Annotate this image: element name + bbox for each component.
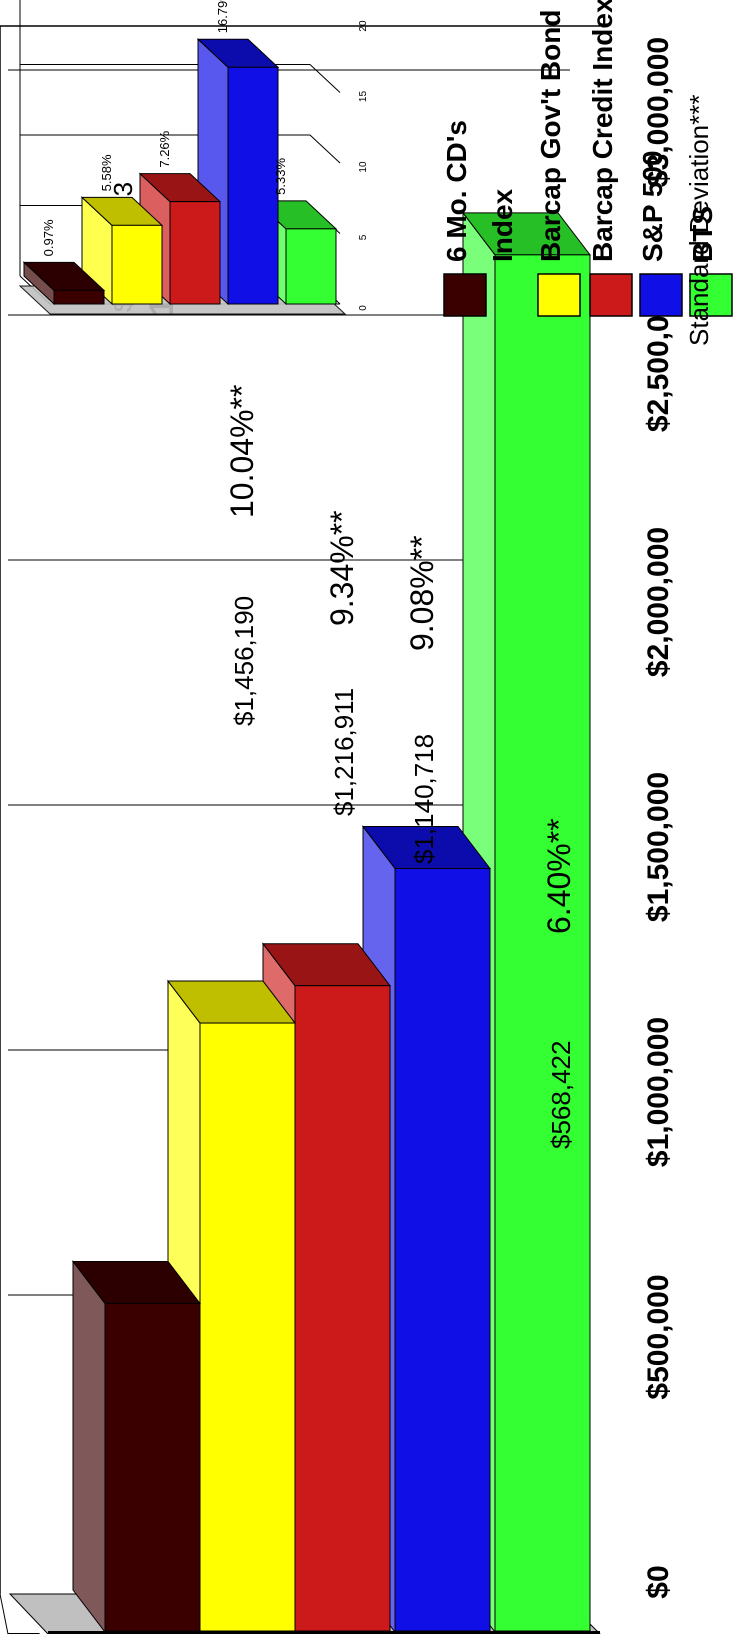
- std-dev-tick-label: 20: [358, 20, 369, 32]
- legend-item: S&P 500: [637, 150, 683, 317]
- std-dev-tick-label: 5: [358, 234, 369, 240]
- legend-item: Barcap Gov't Bond Index: [487, 10, 581, 317]
- std-dev-value-labels: 5.33% 16.79% 7.26% 5.58% 0.97%: [41, 0, 288, 256]
- main-rate-label: 9.08%**: [404, 535, 440, 651]
- main-x-tick-label: $0: [642, 1565, 675, 1598]
- legend-label-line2: Index: [487, 188, 518, 262]
- std-dev-value-label: 7.26%: [157, 130, 172, 167]
- legend-label: Barcap Gov't Bond: [535, 10, 566, 262]
- std-dev-value-label: 16.79%: [215, 0, 230, 33]
- main-x-tick-label: $3,000,000: [642, 37, 675, 187]
- legend-label: S&P 500: [637, 150, 668, 262]
- std-dev-title: Standard Deviation***: [684, 95, 714, 347]
- legend-item: 6 Mo. CD's: [441, 120, 487, 317]
- main-rate-label: 6.40%**: [541, 818, 577, 934]
- legend-swatch: [639, 273, 683, 317]
- std-dev-y-ticks: 20 15 10 5 0: [358, 20, 369, 311]
- std-dev-tick-label: 0: [358, 305, 369, 311]
- main-x-tick-label: $1,000,000: [642, 1017, 675, 1167]
- legend-swatch: [589, 273, 633, 317]
- std-dev-value-label: 5.33%: [273, 158, 288, 195]
- main-value-label: $568,422: [546, 1041, 576, 1149]
- std-dev-tick-label: 15: [358, 91, 369, 103]
- legend-label: 6 Mo. CD's: [441, 120, 472, 262]
- std-dev-tick-label: 10: [358, 161, 369, 173]
- main-x-ticks: $0 $500,000 $1,000,000 $1,500,000 $2,000,000…: [642, 37, 675, 1599]
- main-bar: [71, 1259, 202, 1634]
- main-rate-label: 10.04%**: [224, 385, 260, 518]
- legend-swatch: [443, 273, 487, 317]
- main-x-tick-label: $2,000,000: [642, 527, 675, 677]
- legend-label: Barcap Credit Index: [587, 0, 618, 262]
- main-x-tick-label: $500,000: [642, 1274, 675, 1399]
- std-dev-value-label: 0.97%: [41, 219, 56, 256]
- std-dev-bars: [22, 38, 338, 306]
- std-dev-chart: Standard Deviation*** 20 15 10 5 0 5.33% 16.7…: [18, 0, 714, 347]
- main-bars: [71, 211, 592, 1634]
- legend-swatch: [537, 273, 581, 317]
- main-x-tick-label: $1,500,000: [642, 772, 675, 922]
- legend-swatch: [689, 273, 733, 317]
- main-value-label: $1,216,911: [329, 688, 359, 816]
- legend-item: Barcap Credit Index: [587, 0, 633, 317]
- main-value-label: $1,456,190: [229, 596, 259, 726]
- legend-label: BTS: [687, 206, 718, 262]
- main-value-label: $1,140,718: [409, 734, 439, 864]
- std-dev-value-label: 5.58%: [99, 154, 114, 191]
- main-rate-label: 9.34%**: [324, 510, 360, 626]
- legend-item: BTS: [687, 206, 733, 317]
- std-dev-bar: [22, 261, 106, 306]
